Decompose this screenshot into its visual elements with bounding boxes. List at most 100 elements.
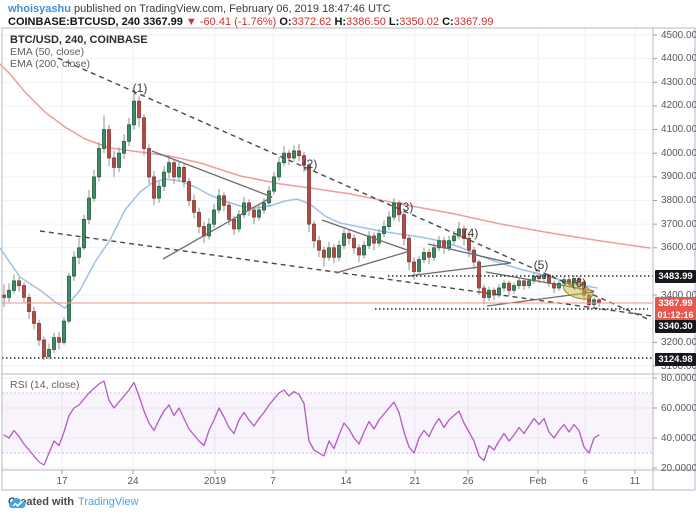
candle-body	[347, 233, 351, 239]
candle-body	[377, 233, 381, 244]
candle-body	[447, 240, 451, 249]
high-label: H:	[334, 16, 347, 28]
candle-body	[177, 166, 181, 178]
low-label: L:	[388, 16, 400, 28]
price-axis-label: 3800.00	[661, 195, 696, 206]
price-axis-label: 3900.00	[661, 171, 696, 183]
tradingview-brand-link[interactable]: TradingView	[78, 496, 139, 508]
candle-body	[222, 195, 226, 206]
annotations-layer[interactable]	[562, 280, 595, 303]
chart-frame	[1, 27, 696, 491]
wave-label[interactable]: (4)	[463, 226, 479, 240]
highlight-ellipse	[563, 282, 593, 300]
candle-body	[52, 337, 56, 350]
candle-body	[422, 252, 426, 260]
candle-body	[297, 150, 301, 156]
wave-label[interactable]: (1)	[132, 81, 148, 95]
candle-body	[517, 280, 521, 286]
close-label: C:	[442, 16, 454, 28]
candle-body	[7, 289, 11, 298]
price-axis-label: 4500.00	[661, 29, 696, 41]
candle-body	[197, 211, 201, 227]
rsi-axis-label: 20.0000	[661, 462, 696, 474]
low-value: 3350.02	[399, 16, 440, 28]
time-axis-label: 21	[409, 476, 421, 487]
wave-label[interactable]: (2)	[302, 157, 318, 171]
candle-body	[2, 294, 6, 298]
candle-body	[277, 162, 281, 178]
ema200-line	[0, 63, 651, 249]
candle-body	[207, 223, 211, 237]
candle-body	[87, 197, 91, 220]
candle-body	[62, 320, 66, 343]
time-axis-label: 24	[127, 476, 139, 487]
legend-ema200: EMA (200, close)	[10, 58, 90, 70]
time-axis-label: 6	[582, 476, 588, 487]
candle-body	[162, 171, 166, 187]
candle-body	[227, 204, 231, 220]
price-levels-layer[interactable]	[2, 275, 653, 359]
dashed-trendline	[39, 230, 653, 317]
candle-body	[77, 247, 81, 258]
candle-body	[107, 129, 111, 159]
tradingview-logo-icon	[9, 498, 26, 508]
main-legend: BTC/USD, 240, COINBASE EMA (50, close) E…	[10, 34, 148, 70]
candle-body	[142, 117, 146, 149]
open-label: O:	[279, 16, 292, 28]
wave-label[interactable]: (6)	[571, 276, 587, 290]
candle-body	[317, 240, 321, 251]
solid-trendline	[321, 219, 411, 252]
candle-body	[72, 256, 76, 277]
rsi-axis-label: 60.0000	[661, 402, 696, 414]
candle-body	[437, 240, 441, 249]
candle-body	[127, 124, 131, 142]
price-axis-label: 4200.00	[661, 100, 696, 112]
candle-body	[272, 176, 276, 192]
candle-body	[457, 228, 461, 237]
open-value: 3372.62	[291, 16, 332, 28]
candle-body	[67, 275, 71, 322]
candle-body	[292, 150, 296, 159]
price-axis-label: 3200.00	[661, 336, 696, 348]
candle-body	[182, 166, 186, 182]
candle-body	[262, 202, 266, 211]
candle-body	[387, 216, 391, 228]
wave-label[interactable]: (3)	[398, 200, 414, 214]
candle-body	[452, 235, 456, 242]
wave-label[interactable]: (5)	[533, 258, 549, 272]
candle-body	[242, 202, 246, 216]
price-axis-label: 4300.00	[661, 76, 696, 88]
footer-credit: Created with TradingView	[8, 496, 139, 508]
candle-body	[212, 209, 216, 225]
publish-text: published on TradingView.com, February 0…	[70, 3, 391, 15]
candle-body	[97, 148, 101, 178]
candle-body	[102, 129, 106, 149]
candles-layer[interactable]	[2, 90, 601, 361]
symbol-name: COINBASE:BTCUSD, 240	[8, 16, 141, 28]
candle-body	[417, 259, 421, 272]
candle-body	[132, 100, 136, 126]
candle-body	[57, 337, 61, 343]
candle-body	[122, 140, 126, 154]
candle-body	[592, 299, 596, 305]
last-price: 3367.99	[143, 16, 183, 28]
close-value: 3367.99	[453, 16, 494, 28]
candle-body	[22, 285, 26, 298]
candle-body	[402, 214, 406, 239]
author-link[interactable]: whoisyashu	[8, 3, 71, 15]
candle-body	[472, 249, 476, 263]
solid-trendline	[407, 262, 512, 277]
candle-body	[362, 244, 366, 256]
rsi-axis-label: 80.0000	[661, 372, 696, 384]
current-price-label: 3367.99	[655, 296, 696, 310]
level-price-label: 3483.99	[655, 269, 696, 283]
candle-body	[42, 339, 46, 358]
price-axis-label: 3400.00	[661, 289, 696, 301]
candle-body	[432, 247, 436, 258]
candle-body	[337, 244, 341, 258]
candle-body	[522, 280, 526, 286]
dashed-trendline	[57, 57, 651, 321]
high-value: 3386.50	[346, 16, 386, 28]
